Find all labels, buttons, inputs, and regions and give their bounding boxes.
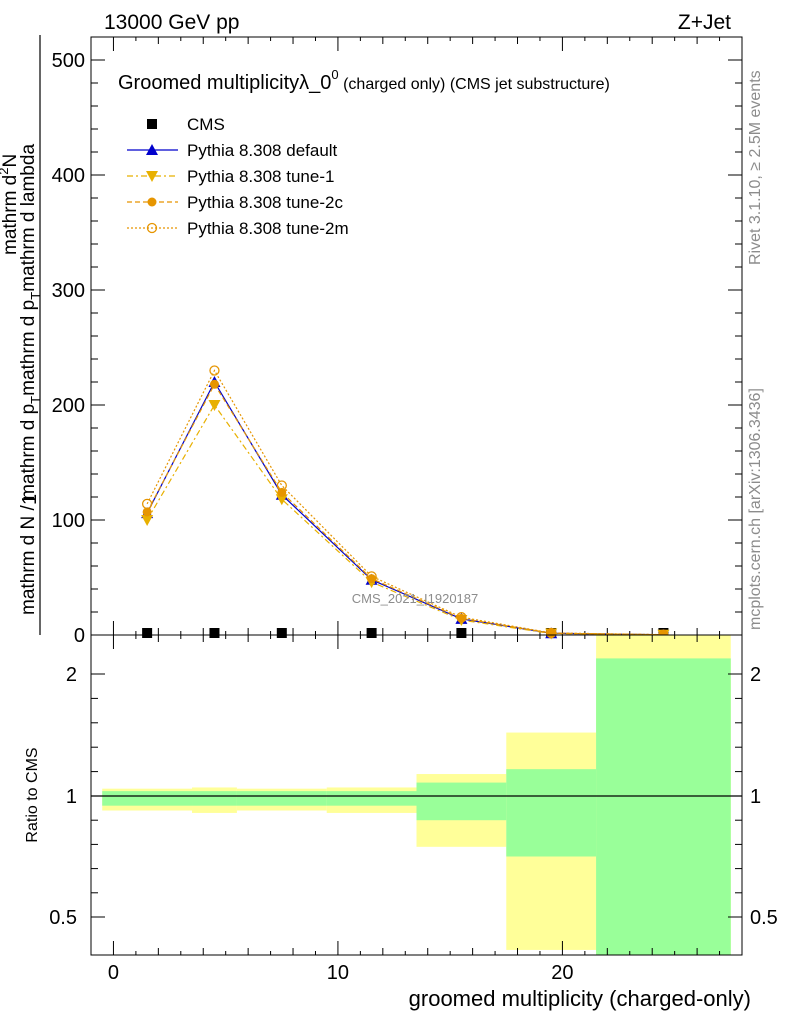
plot-title: Groomed multiplicityλ_00 (charged only) … xyxy=(118,67,610,94)
main-ytick-label: 400 xyxy=(52,165,85,187)
legend-label: Pythia 8.308 tune-2m xyxy=(187,219,349,238)
ylabel-num-end: N xyxy=(0,154,21,168)
x-tick-label: 0 xyxy=(108,962,119,984)
plot-title-main: Groomed multiplicityλ_0 xyxy=(118,72,331,94)
header-right: Z+Jet xyxy=(678,11,731,34)
data-point xyxy=(209,379,219,389)
data-point xyxy=(142,507,152,517)
ylabel-numerator-block: mathrm d2N xyxy=(0,154,21,255)
legend-label: CMS xyxy=(187,115,225,134)
ratio-ytick-label: 2 xyxy=(66,664,77,686)
legend-label: Pythia 8.308 default xyxy=(187,141,338,160)
plot-title-sup: 0 xyxy=(331,67,338,82)
ratio-band-green xyxy=(596,658,731,955)
mcplots-label: mcplots.cern.ch [arXiv:1306.3436] xyxy=(747,388,764,630)
data-point xyxy=(456,628,467,638)
ratio-ytick-label: 0.5 xyxy=(49,907,77,929)
x-tick-label: 10 xyxy=(327,962,349,984)
ratio-ytick-label: 1 xyxy=(66,786,77,808)
legend: CMS Pythia 8.308 default Pythia 8.308 tune… xyxy=(127,115,349,238)
ratio-band-green xyxy=(236,791,327,806)
main-ylabel: 1 mathrm d N / mathrm d pTmathrm d pTmat… xyxy=(0,35,43,635)
data-point xyxy=(276,628,287,638)
ylabel-denominator: mathrm d N / mathrm d pTmathrm d pTmathr… xyxy=(18,144,43,615)
ylabel-denom-a-sub: T xyxy=(28,396,43,404)
legend-marker xyxy=(147,119,157,129)
data-point xyxy=(142,628,153,638)
data-point xyxy=(456,612,467,623)
legend-marker xyxy=(146,144,158,155)
main-ytick-label: 0 xyxy=(74,625,85,647)
ylabel-denom-c: mathrm d lambda xyxy=(18,144,39,292)
data-point xyxy=(209,628,220,638)
main-ytick-label: 200 xyxy=(52,395,85,417)
ratio-bands xyxy=(91,635,742,955)
ratio-frame xyxy=(90,634,743,956)
data-point xyxy=(141,498,153,510)
data-point xyxy=(209,365,220,376)
ylabel-denom-b-sub: T xyxy=(28,292,43,300)
legend-label: Pythia 8.308 tune-1 xyxy=(187,167,334,186)
ratio-ytick-label-right: 0.5 xyxy=(750,907,778,929)
ratio-band-green xyxy=(416,782,507,821)
legend-marker xyxy=(146,222,158,234)
data-point xyxy=(208,400,221,411)
ratio-ylabel: Ratio to CMS xyxy=(24,747,41,842)
ratio-band-green xyxy=(192,791,237,806)
legend-entry: Pythia 8.308 tune-1 xyxy=(127,167,334,186)
legend-marker xyxy=(147,197,157,207)
data-point xyxy=(546,627,557,639)
legend-marker xyxy=(146,171,158,182)
main-axes: 0 100 200 300 400 500 xyxy=(52,37,743,647)
ratio-ytick-label-right: 2 xyxy=(750,664,761,686)
ratio-ytick-label-right: 1 xyxy=(750,786,761,808)
legend-entry: Pythia 8.308 default xyxy=(127,141,338,160)
data-point xyxy=(366,571,377,582)
legend-entry: Pythia 8.308 tune-2m xyxy=(127,219,349,238)
ylabel-denom-b: mathrm d p xyxy=(18,300,39,396)
main-panel: 0 100 200 300 400 500 xyxy=(52,36,743,647)
data-point xyxy=(141,515,154,526)
main-ytick-label: 300 xyxy=(52,280,85,302)
legend-label: Pythia 8.308 tune-2c xyxy=(187,193,343,212)
ratio-band-green xyxy=(506,769,597,857)
rivet-label: Rivet 3.1.10, ≥ 2.5M events xyxy=(747,70,764,265)
ratio-axes: 0.5 0.51 12 20 10 20 xyxy=(49,635,778,984)
x-tick-label: 20 xyxy=(551,962,573,984)
x-axis-label: groomed multiplicity (charged-only) xyxy=(409,986,751,1011)
ylabel-num-a: mathrm d xyxy=(0,175,21,255)
data-point xyxy=(275,494,288,506)
ylabel-one: 1 xyxy=(19,494,41,505)
series-line xyxy=(146,369,664,636)
analysis-watermark: CMS_2021_I1920187 xyxy=(352,591,479,606)
plot-title-tail: (charged only) (CMS jet substructure) xyxy=(339,76,610,93)
data-point xyxy=(276,480,287,491)
ratio-band-green xyxy=(326,791,417,806)
ratio-band-green xyxy=(102,791,193,806)
data-point xyxy=(277,487,287,497)
ylabel-denom-a: mathrm d N / mathrm d p xyxy=(18,404,39,615)
legend-entry: CMS xyxy=(147,115,225,134)
ylabel-num-sup: 2 xyxy=(0,168,11,175)
data-point xyxy=(366,628,377,638)
main-ytick-label: 500 xyxy=(52,50,85,72)
ratio-panel: 0.5 0.51 12 20 10 20 xyxy=(49,634,778,984)
legend-entry: Pythia 8.308 tune-2c xyxy=(127,193,343,212)
header-left: 13000 GeV pp xyxy=(104,11,239,34)
main-ytick-label: 100 xyxy=(52,510,85,532)
